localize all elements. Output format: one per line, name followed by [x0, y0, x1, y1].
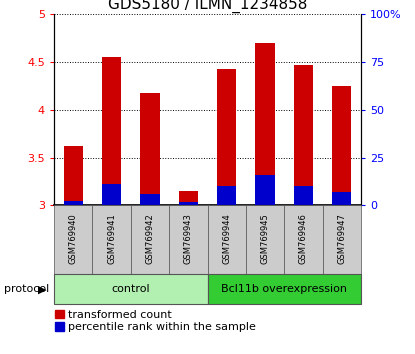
Bar [140, 92, 159, 205]
Bar [208, 274, 361, 304]
Bar [102, 184, 121, 205]
Bar [217, 186, 236, 205]
Text: control: control [111, 284, 150, 295]
Bar [179, 191, 198, 205]
Legend: transformed count, percentile rank within the sample: transformed count, percentile rank withi… [55, 310, 256, 332]
Text: protocol: protocol [4, 284, 49, 295]
Bar [179, 202, 198, 205]
Text: GSM769942: GSM769942 [145, 213, 154, 264]
Bar [63, 200, 83, 205]
Text: GSM769946: GSM769946 [299, 213, 308, 264]
Text: GSM769943: GSM769943 [184, 213, 193, 264]
Bar [323, 205, 361, 274]
Bar [256, 43, 275, 205]
Text: GSM769941: GSM769941 [107, 213, 116, 264]
Text: ▶: ▶ [38, 284, 46, 295]
Bar [294, 186, 313, 205]
Bar [246, 205, 284, 274]
Text: GSM769945: GSM769945 [261, 213, 270, 264]
Bar [54, 205, 92, 274]
Title: GDS5180 / ILMN_1234858: GDS5180 / ILMN_1234858 [108, 0, 307, 13]
Bar [169, 205, 208, 274]
Bar [256, 175, 275, 205]
Bar [54, 274, 208, 304]
Bar [332, 192, 352, 205]
Bar [131, 205, 169, 274]
Bar [217, 69, 236, 205]
Bar [284, 205, 323, 274]
Text: GSM769940: GSM769940 [68, 213, 78, 264]
Text: GSM769947: GSM769947 [337, 213, 347, 264]
Bar [332, 86, 352, 205]
Bar [93, 205, 131, 274]
Bar [294, 65, 313, 205]
Bar [208, 205, 246, 274]
Bar [63, 146, 83, 205]
Bar [102, 57, 121, 205]
Text: Bcl11b overexpression: Bcl11b overexpression [221, 284, 347, 295]
Text: GSM769944: GSM769944 [222, 213, 231, 264]
Bar [140, 194, 159, 205]
